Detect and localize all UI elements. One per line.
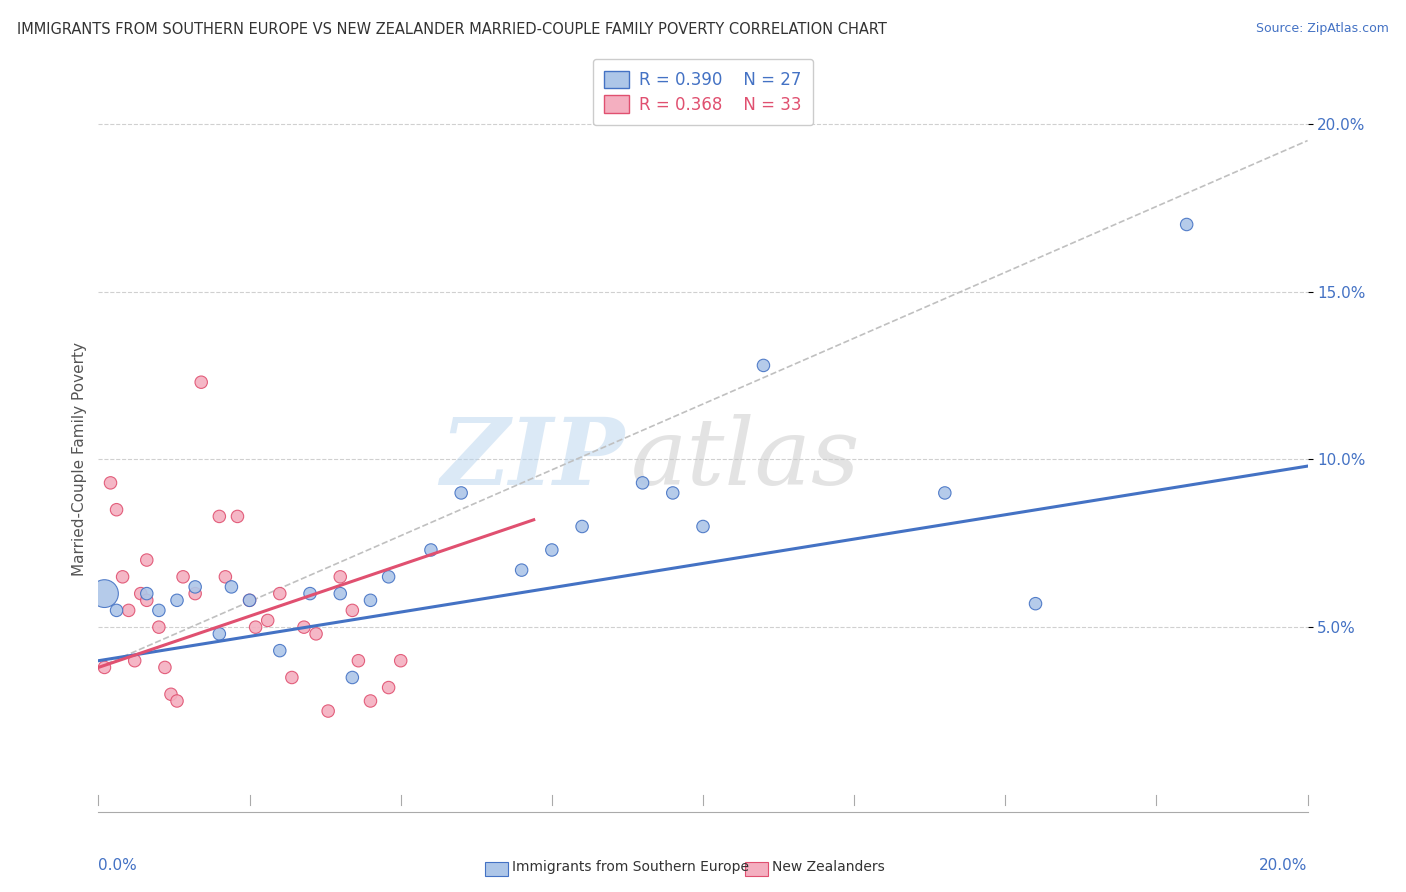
Point bbox=[316, 704, 339, 718]
Point bbox=[153, 660, 176, 674]
Point bbox=[124, 654, 146, 668]
Point bbox=[245, 620, 267, 634]
Point bbox=[661, 486, 683, 500]
Point bbox=[342, 671, 364, 685]
Text: 20.0%: 20.0% bbox=[1260, 857, 1308, 872]
Point bbox=[752, 359, 775, 373]
Point bbox=[208, 509, 231, 524]
Point bbox=[184, 586, 207, 600]
Point bbox=[93, 660, 115, 674]
Text: IMMIGRANTS FROM SOUTHERN EUROPE VS NEW ZEALANDER MARRIED-COUPLE FAMILY POVERTY C: IMMIGRANTS FROM SOUTHERN EUROPE VS NEW Z… bbox=[17, 22, 887, 37]
Text: Immigrants from Southern Europe: Immigrants from Southern Europe bbox=[512, 860, 749, 874]
Point bbox=[329, 586, 352, 600]
Point bbox=[510, 563, 533, 577]
Point bbox=[135, 593, 157, 607]
Point bbox=[360, 593, 382, 607]
Point bbox=[281, 671, 304, 685]
Point bbox=[360, 694, 382, 708]
Point bbox=[389, 654, 412, 668]
Point bbox=[540, 543, 562, 558]
Text: 0.0%: 0.0% bbox=[98, 857, 138, 872]
Point bbox=[118, 603, 141, 617]
Point bbox=[1024, 597, 1046, 611]
Point bbox=[166, 593, 188, 607]
Point bbox=[299, 586, 322, 600]
Point bbox=[208, 627, 231, 641]
Point bbox=[692, 519, 714, 533]
Point bbox=[934, 486, 956, 500]
Point bbox=[269, 586, 291, 600]
Point bbox=[166, 694, 188, 708]
Point bbox=[100, 475, 122, 490]
Point bbox=[329, 570, 352, 584]
Point bbox=[377, 681, 399, 695]
Point bbox=[239, 593, 262, 607]
Text: atlas: atlas bbox=[630, 415, 860, 504]
Point bbox=[269, 643, 291, 657]
Point bbox=[226, 509, 249, 524]
Point bbox=[135, 553, 157, 567]
Point bbox=[631, 475, 654, 490]
Y-axis label: Married-Couple Family Poverty: Married-Couple Family Poverty bbox=[72, 343, 87, 576]
Point bbox=[239, 593, 262, 607]
Point bbox=[420, 543, 443, 558]
Text: ZIP: ZIP bbox=[440, 415, 624, 504]
Point bbox=[129, 586, 152, 600]
Legend: R = 0.390    N = 27, R = 0.368    N = 33: R = 0.390 N = 27, R = 0.368 N = 33 bbox=[592, 59, 814, 126]
Text: New Zealanders: New Zealanders bbox=[772, 860, 884, 874]
Point bbox=[221, 580, 243, 594]
Point bbox=[184, 580, 207, 594]
Point bbox=[571, 519, 593, 533]
Point bbox=[377, 570, 399, 584]
Point bbox=[105, 603, 128, 617]
Point bbox=[305, 627, 328, 641]
Point bbox=[347, 654, 370, 668]
Point bbox=[160, 687, 183, 701]
Point bbox=[148, 620, 170, 634]
Point bbox=[93, 586, 115, 600]
Point bbox=[105, 502, 128, 516]
Point bbox=[292, 620, 315, 634]
Point bbox=[135, 586, 157, 600]
Point bbox=[1175, 218, 1198, 232]
Point bbox=[190, 375, 212, 389]
Point bbox=[256, 614, 278, 628]
Point bbox=[148, 603, 170, 617]
Point bbox=[450, 486, 472, 500]
Point bbox=[172, 570, 194, 584]
Text: Source: ZipAtlas.com: Source: ZipAtlas.com bbox=[1256, 22, 1389, 36]
Point bbox=[342, 603, 364, 617]
Point bbox=[111, 570, 134, 584]
Point bbox=[214, 570, 236, 584]
